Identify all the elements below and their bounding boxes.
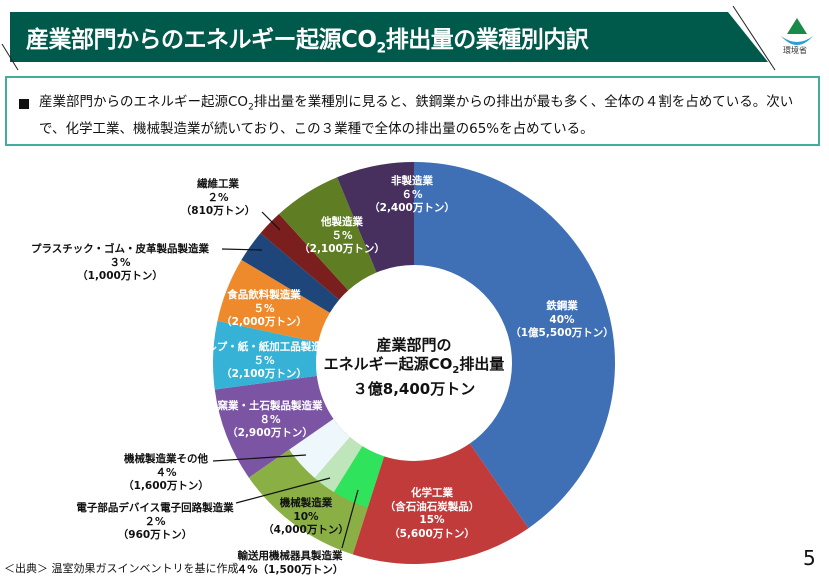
label-name: 他製造業 bbox=[321, 216, 363, 228]
slice-label: 機械製造業その他 ４% （1,600万トン） bbox=[123, 453, 209, 494]
label-name: 機械製造業 bbox=[279, 497, 333, 509]
label-percent: 15% bbox=[419, 514, 445, 526]
label-name: 鉄鋼業 bbox=[546, 300, 578, 312]
slice-label: 他製造業 ５% （2,100万トン） bbox=[299, 216, 385, 257]
label-percent: ２% bbox=[207, 191, 229, 204]
bullet-icon bbox=[19, 99, 29, 109]
slice-4 bbox=[213, 320, 319, 390]
label-name: パルプ・紙・紙加工品製造業 bbox=[195, 341, 333, 353]
label-amount: （810万トン） bbox=[180, 205, 256, 217]
label-name: 機械製造業その他 bbox=[124, 453, 208, 465]
source-note: ＜出典＞ 温室効果ガスインベントリを基に作成 bbox=[4, 562, 239, 575]
slice-label: 輸送用機械器具製造業 ４%（1,500万トン） bbox=[237, 550, 344, 577]
page-number: 5 bbox=[803, 546, 816, 570]
slice-5 bbox=[217, 259, 330, 343]
ministry-logo bbox=[781, 18, 813, 45]
label-amount: （1,000万トン） bbox=[77, 270, 163, 282]
label-amount: （960万トン） bbox=[117, 529, 193, 541]
label-amount: （5,600万トン） bbox=[389, 527, 475, 540]
label-percent: ５% bbox=[253, 302, 275, 315]
label-percent: ６% bbox=[401, 188, 423, 201]
label-percent: 40% bbox=[549, 313, 575, 326]
leader-line bbox=[261, 211, 281, 231]
label-percent: ４% bbox=[155, 466, 177, 479]
slice-label: パルプ・紙・紙加工品製造業 ５% （2,100万トン） bbox=[196, 341, 333, 382]
label-amount: （2,900万トン） bbox=[227, 427, 313, 439]
leader-line bbox=[221, 248, 263, 251]
summary-box: 産業部門からのエネルギー起源CO2排出量を業種別に見ると、鉄鋼業からの排出が最も… bbox=[5, 76, 820, 146]
slice-label: 非製造業 ６% （2,400万トン） bbox=[369, 175, 455, 216]
title-bar bbox=[1, 5, 776, 71]
label-percent: 10% bbox=[293, 510, 319, 523]
slice-0 bbox=[414, 162, 615, 529]
label-amount: （4,000万トン） bbox=[263, 524, 349, 536]
label-percent: ８% bbox=[259, 413, 281, 426]
label-percent: ２% bbox=[144, 515, 166, 528]
slice-3 bbox=[214, 375, 334, 478]
label-name: 窯業・土石製品製造業 bbox=[217, 400, 323, 412]
label-name: 非製造業 bbox=[391, 175, 433, 187]
label-name: 輸送用機械器具製造業 bbox=[237, 550, 343, 562]
slice-label: 繊維工業 ２% （810万トン） bbox=[181, 178, 255, 219]
leader-line bbox=[212, 454, 307, 462]
slice-label: 食品飲料製造業 ５% （2,000万トン） bbox=[221, 289, 307, 330]
label-name: 繊維工業 bbox=[196, 178, 239, 190]
label-amount: （1億5,500万トン） bbox=[510, 327, 614, 339]
slice-8 bbox=[279, 177, 377, 291]
slice-label: プラスチック・ゴム・皮革製品製造業 ３% （1,000万トン） bbox=[31, 243, 209, 284]
label-amount: （1,500万トン） bbox=[257, 563, 344, 576]
label-amount: （2,400万トン） bbox=[369, 202, 455, 214]
slice-1 bbox=[352, 443, 529, 564]
sub-slice-2-0 bbox=[333, 446, 385, 508]
slice-label: 機械製造業 10% （4,000万トン） bbox=[263, 497, 349, 538]
label-name: 化学工業 （含石油石炭製品） bbox=[384, 487, 480, 513]
label-percent: ３% bbox=[109, 256, 131, 269]
label-percent: ５% bbox=[253, 354, 275, 367]
leader-line bbox=[235, 477, 331, 504]
label-amount: （2,000万トン） bbox=[221, 316, 307, 328]
slice-6 bbox=[241, 233, 340, 313]
label-percent: ５% bbox=[331, 229, 353, 242]
label-percent: ４% bbox=[236, 563, 258, 576]
leader-line bbox=[341, 489, 359, 549]
slice-7 bbox=[260, 214, 349, 300]
label-name: 食品飲料製造業 bbox=[227, 289, 301, 301]
sub-slice-2-2 bbox=[288, 418, 350, 479]
label-amount: （2,100万トン） bbox=[299, 243, 385, 255]
label-name: 電子部品デバイス電子回路製造業 bbox=[76, 502, 234, 514]
logo-text: 環境省 bbox=[783, 46, 807, 55]
center-label: 産業部門の エネルギー起源CO2排出量 ３億8,400万トン bbox=[323, 336, 505, 398]
label-amount: （2,100万トン） bbox=[221, 368, 307, 380]
slice-label: 窯業・土石製品製造業 ８% （2,900万トン） bbox=[218, 400, 323, 441]
label-name: プラスチック・ゴム・皮革製品製造業 bbox=[30, 243, 210, 255]
label-amount: （1,600万トン） bbox=[123, 480, 209, 492]
slice-label: 化学工業 （含石油石炭製品） 15% （5,600万トン） bbox=[385, 487, 480, 541]
slice-9 bbox=[337, 162, 414, 273]
slice-label: 電子部品デバイス電子回路製造業 ２% （960万トン） bbox=[76, 502, 233, 543]
slice-label: 鉄鋼業 40% （1億5,500万トン） bbox=[510, 300, 614, 341]
page-title: 産業部門からのエネルギー起源CO2排出量の業種別内訳 bbox=[26, 27, 589, 57]
